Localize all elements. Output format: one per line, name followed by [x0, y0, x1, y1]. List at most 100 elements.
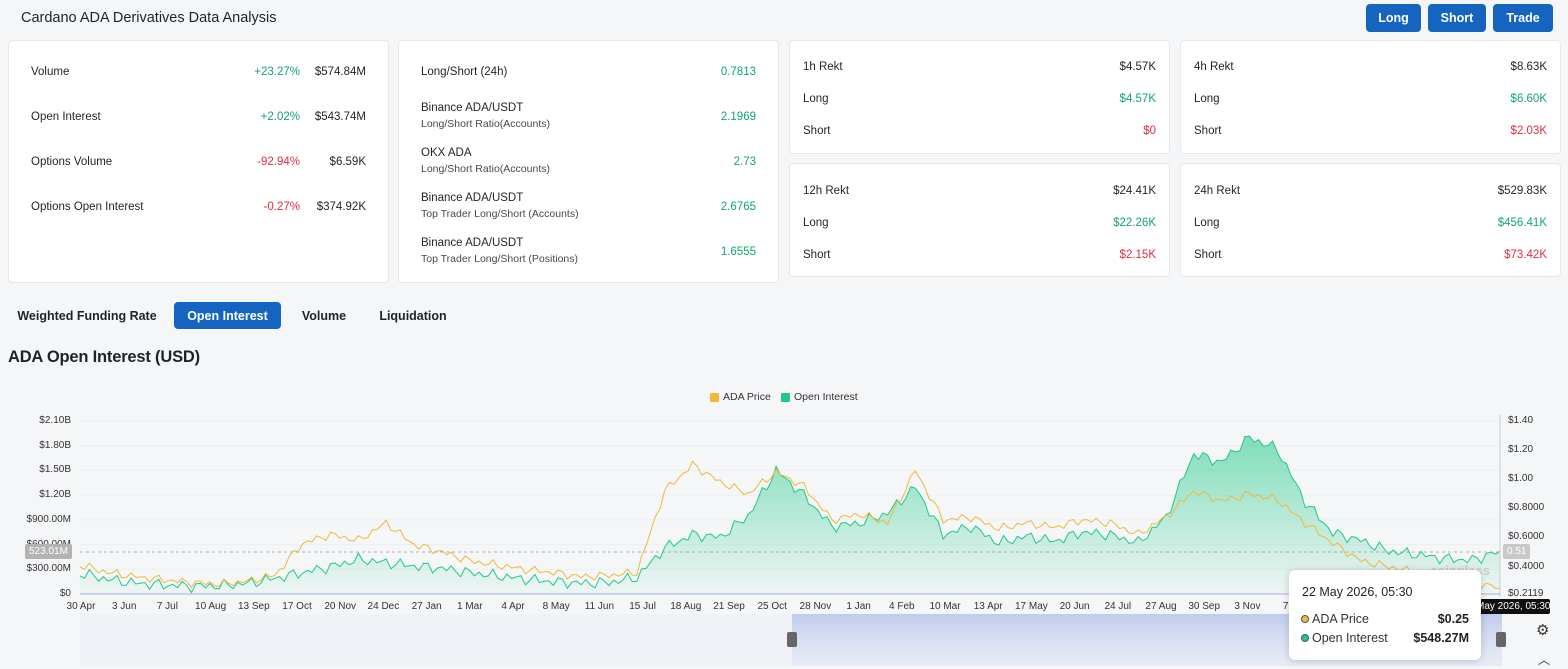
- rekt-card-12h: 12h Rekt $24.41K Long $22.26K Short $2.1…: [789, 163, 1170, 277]
- stat-value-volume: $574.84M: [314, 66, 366, 78]
- y-left-tick: $2.10B: [39, 415, 71, 426]
- tooltip-row-price: ADA Price: [1301, 612, 1369, 626]
- ratio-label: Long/Short (24h): [421, 66, 508, 78]
- x-tick: 10 Mar: [929, 601, 961, 612]
- x-tick: 11 Jun: [584, 601, 615, 612]
- rekt-short-value: $2.03K: [1510, 125, 1547, 137]
- short-button[interactable]: Short: [1428, 4, 1486, 32]
- y-left-tick: $900.00M: [26, 513, 71, 525]
- ratio-value: 0.7813: [720, 66, 756, 78]
- y-right-tick: $1.20: [1508, 444, 1534, 456]
- tab-weighted-funding-rate[interactable]: Weighted Funding Rate: [8, 302, 166, 329]
- x-tick: 3 Nov: [1234, 601, 1261, 612]
- x-tick: 17 May: [1014, 601, 1048, 612]
- legend-item-price[interactable]: ADA Price: [710, 391, 771, 403]
- ratio-subtitle: Long/Short Ratio(Accounts): [421, 118, 550, 130]
- rekt-long-value: $6.60K: [1510, 93, 1547, 105]
- tooltip-date: 22 May 2026, 05:30: [1302, 585, 1413, 599]
- navigator-handle-right: [1496, 632, 1506, 647]
- market-stats-card: Volume +23.27% $574.84M Open Interest +2…: [8, 40, 389, 283]
- x-tick: 17 Oct: [282, 601, 312, 612]
- long-short-ratio-card: Long/Short (24h) 0.7813 Binance ADA/USDT…: [398, 40, 779, 283]
- rekt-card-24h: 24h Rekt $529.83K Long $456.41K Short $7…: [1180, 163, 1561, 277]
- rekt-card-1h: 1h Rekt $4.57K Long $4.57K Short $0: [789, 40, 1170, 154]
- x-tick: 13 Apr: [973, 601, 1003, 612]
- stat-value-options-open-interest: $374.92K: [316, 201, 366, 213]
- y-right-tick: $0.4000: [1508, 560, 1545, 572]
- long-button[interactable]: Long: [1366, 4, 1421, 32]
- x-tick: 3 Jun: [111, 601, 137, 612]
- ratio-subtitle: Top Trader Long/Short (Positions): [421, 253, 578, 265]
- rekt-long-label: Long: [803, 217, 829, 229]
- tooltip-value-price: $0.25: [1437, 612, 1469, 626]
- crosshair-right-label: 0.51: [1503, 544, 1531, 559]
- rekt-short-value: $2.15K: [1119, 249, 1156, 261]
- tooltip-label: Open Interest: [1312, 631, 1388, 645]
- x-tick: 13 Sep: [237, 601, 270, 612]
- tab-open-interest[interactable]: Open Interest: [174, 302, 281, 329]
- tooltip-label: ADA Price: [1312, 612, 1369, 626]
- stat-label-options-open-interest: Options Open Interest: [31, 201, 144, 213]
- ratio-value: 2.73: [733, 156, 756, 168]
- tab-volume[interactable]: Volume: [289, 302, 359, 329]
- x-tick: 1 Jan: [846, 601, 871, 612]
- rekt-total: $8.63K: [1510, 61, 1547, 73]
- oi-swatch-icon: [781, 392, 790, 402]
- rekt-long-value: $4.57K: [1119, 93, 1156, 105]
- x-tick: 18 Aug: [670, 601, 702, 612]
- rekt-short-value: $73.42K: [1504, 249, 1547, 261]
- rekt-long-label: Long: [1194, 93, 1220, 105]
- settings-gear-icon[interactable]: ⚙: [1536, 622, 1550, 639]
- x-tick: 24 Jul: [1104, 601, 1132, 612]
- x-tick: 20 Nov: [324, 601, 357, 612]
- stat-label-volume: Volume: [31, 66, 70, 78]
- legend-item-open-interest[interactable]: Open Interest: [781, 391, 858, 403]
- stat-change-options-volume: -92.94%: [257, 156, 300, 168]
- stat-value-options-volume: $6.59K: [329, 156, 366, 168]
- x-tick: 4 Apr: [501, 601, 525, 612]
- rekt-card-4h: 4h Rekt $8.63K Long $6.60K Short $2.03K: [1180, 40, 1561, 154]
- chevron-up-icon[interactable]: ︿: [1538, 653, 1551, 667]
- x-tick: 30 Apr: [66, 601, 96, 612]
- ratio-exchange: Binance ADA/USDT: [421, 192, 524, 204]
- rekt-short-label: Short: [803, 125, 831, 137]
- top-bar: Cardano ADA Derivatives Data Analysis Lo…: [0, 0, 1568, 38]
- tab-liquidation[interactable]: Liquidation: [367, 302, 459, 329]
- x-tick: 7 Jul: [156, 601, 178, 612]
- ratio-exchange: OKX ADA: [421, 147, 472, 159]
- x-tick: 20 Jun: [1059, 601, 1090, 612]
- page-title: Cardano ADA Derivatives Data Analysis: [21, 10, 277, 26]
- y-left-tick: $1.20B: [39, 489, 71, 501]
- stat-change-open-interest: +2.02%: [260, 111, 300, 123]
- x-tick: 21 Sep: [713, 601, 745, 612]
- y-left-tick: $0: [59, 588, 71, 599]
- trade-button[interactable]: Trade: [1493, 4, 1553, 32]
- x-tick: 15 Jul: [629, 601, 656, 612]
- tooltip-row-oi: Open Interest: [1301, 631, 1388, 645]
- stat-label-open-interest: Open Interest: [31, 111, 101, 123]
- chart-tooltip: 22 May 2026, 05:30 ADA Price $0.25 Open …: [1289, 570, 1481, 660]
- y-right-tick: $1.40: [1508, 415, 1534, 426]
- legend-label: ADA Price: [723, 391, 771, 403]
- ratio-exchange: Binance ADA/USDT: [421, 102, 524, 114]
- ratio-subtitle: Top Trader Long/Short (Accounts): [421, 208, 579, 220]
- stat-value-open-interest: $543.74M: [314, 111, 366, 123]
- y-right-tick: $0.6000: [1508, 531, 1545, 543]
- stat-change-options-open-interest: -0.27%: [263, 201, 300, 213]
- y-left-tick: $1.80B: [39, 439, 71, 451]
- stat-change-volume: +23.27%: [254, 66, 300, 78]
- x-tick: 24 Dec: [367, 601, 400, 612]
- rekt-long-value: $456.41K: [1497, 217, 1547, 229]
- x-tick: 4 Feb: [889, 601, 915, 612]
- chart-title: ADA Open Interest (USD): [8, 348, 200, 366]
- y-right-tick: $0.2119: [1508, 588, 1544, 599]
- x-tick: 30 Sep: [1188, 601, 1221, 612]
- rekt-long-value: $22.26K: [1113, 217, 1156, 229]
- crosshair-left-label: 523.01M: [25, 544, 72, 559]
- x-tick: 27 Jan: [411, 601, 442, 612]
- ratio-label: Binance ADA/USDT Top Trader Long/Short (…: [421, 237, 578, 265]
- x-tick: 1 Mar: [457, 601, 483, 612]
- open-interest-area: [80, 436, 1500, 594]
- price-swatch-icon: [710, 392, 719, 402]
- rekt-short-label: Short: [803, 249, 831, 261]
